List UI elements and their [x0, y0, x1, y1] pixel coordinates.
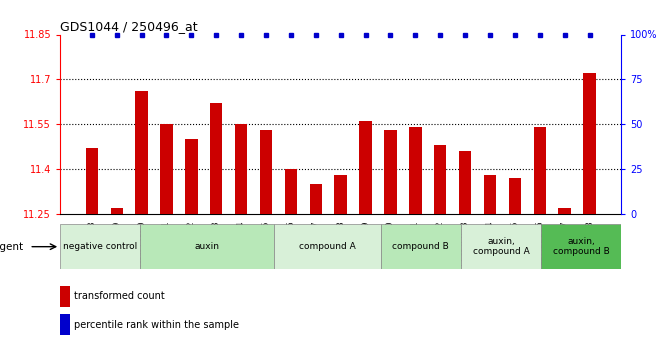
Bar	[274, 224, 381, 269]
Bar	[583, 73, 596, 214]
Bar	[235, 124, 247, 214]
Bar	[461, 224, 541, 269]
Bar	[136, 91, 148, 214]
Text: auxin,
compound A: auxin, compound A	[473, 237, 529, 256]
Bar	[86, 148, 98, 214]
Bar	[260, 130, 273, 214]
Bar	[140, 224, 274, 269]
Text: compound A: compound A	[299, 242, 355, 251]
Bar	[309, 184, 322, 214]
Text: negative control: negative control	[63, 242, 138, 251]
Bar	[335, 175, 347, 214]
Bar	[459, 151, 472, 214]
Text: agent: agent	[0, 242, 23, 252]
Text: GDS1044 / 250496_at: GDS1044 / 250496_at	[60, 20, 198, 33]
Bar	[359, 121, 372, 214]
Bar	[558, 208, 571, 214]
Bar	[285, 169, 297, 214]
Bar	[534, 127, 546, 214]
Bar	[434, 145, 446, 214]
Text: compound B: compound B	[393, 242, 449, 251]
Bar	[210, 103, 222, 214]
Text: auxin: auxin	[194, 242, 220, 251]
Text: transformed count: transformed count	[74, 291, 165, 301]
Bar	[384, 130, 397, 214]
Bar	[409, 127, 422, 214]
Bar	[381, 224, 461, 269]
Bar	[60, 286, 70, 307]
Bar	[160, 124, 173, 214]
Bar	[60, 314, 70, 335]
Bar	[541, 224, 621, 269]
Bar	[484, 175, 496, 214]
Bar	[508, 178, 521, 214]
Text: percentile rank within the sample: percentile rank within the sample	[74, 320, 239, 330]
Text: auxin,
compound B: auxin, compound B	[553, 237, 609, 256]
Bar	[110, 208, 123, 214]
Bar	[185, 139, 198, 214]
Bar	[60, 224, 140, 269]
